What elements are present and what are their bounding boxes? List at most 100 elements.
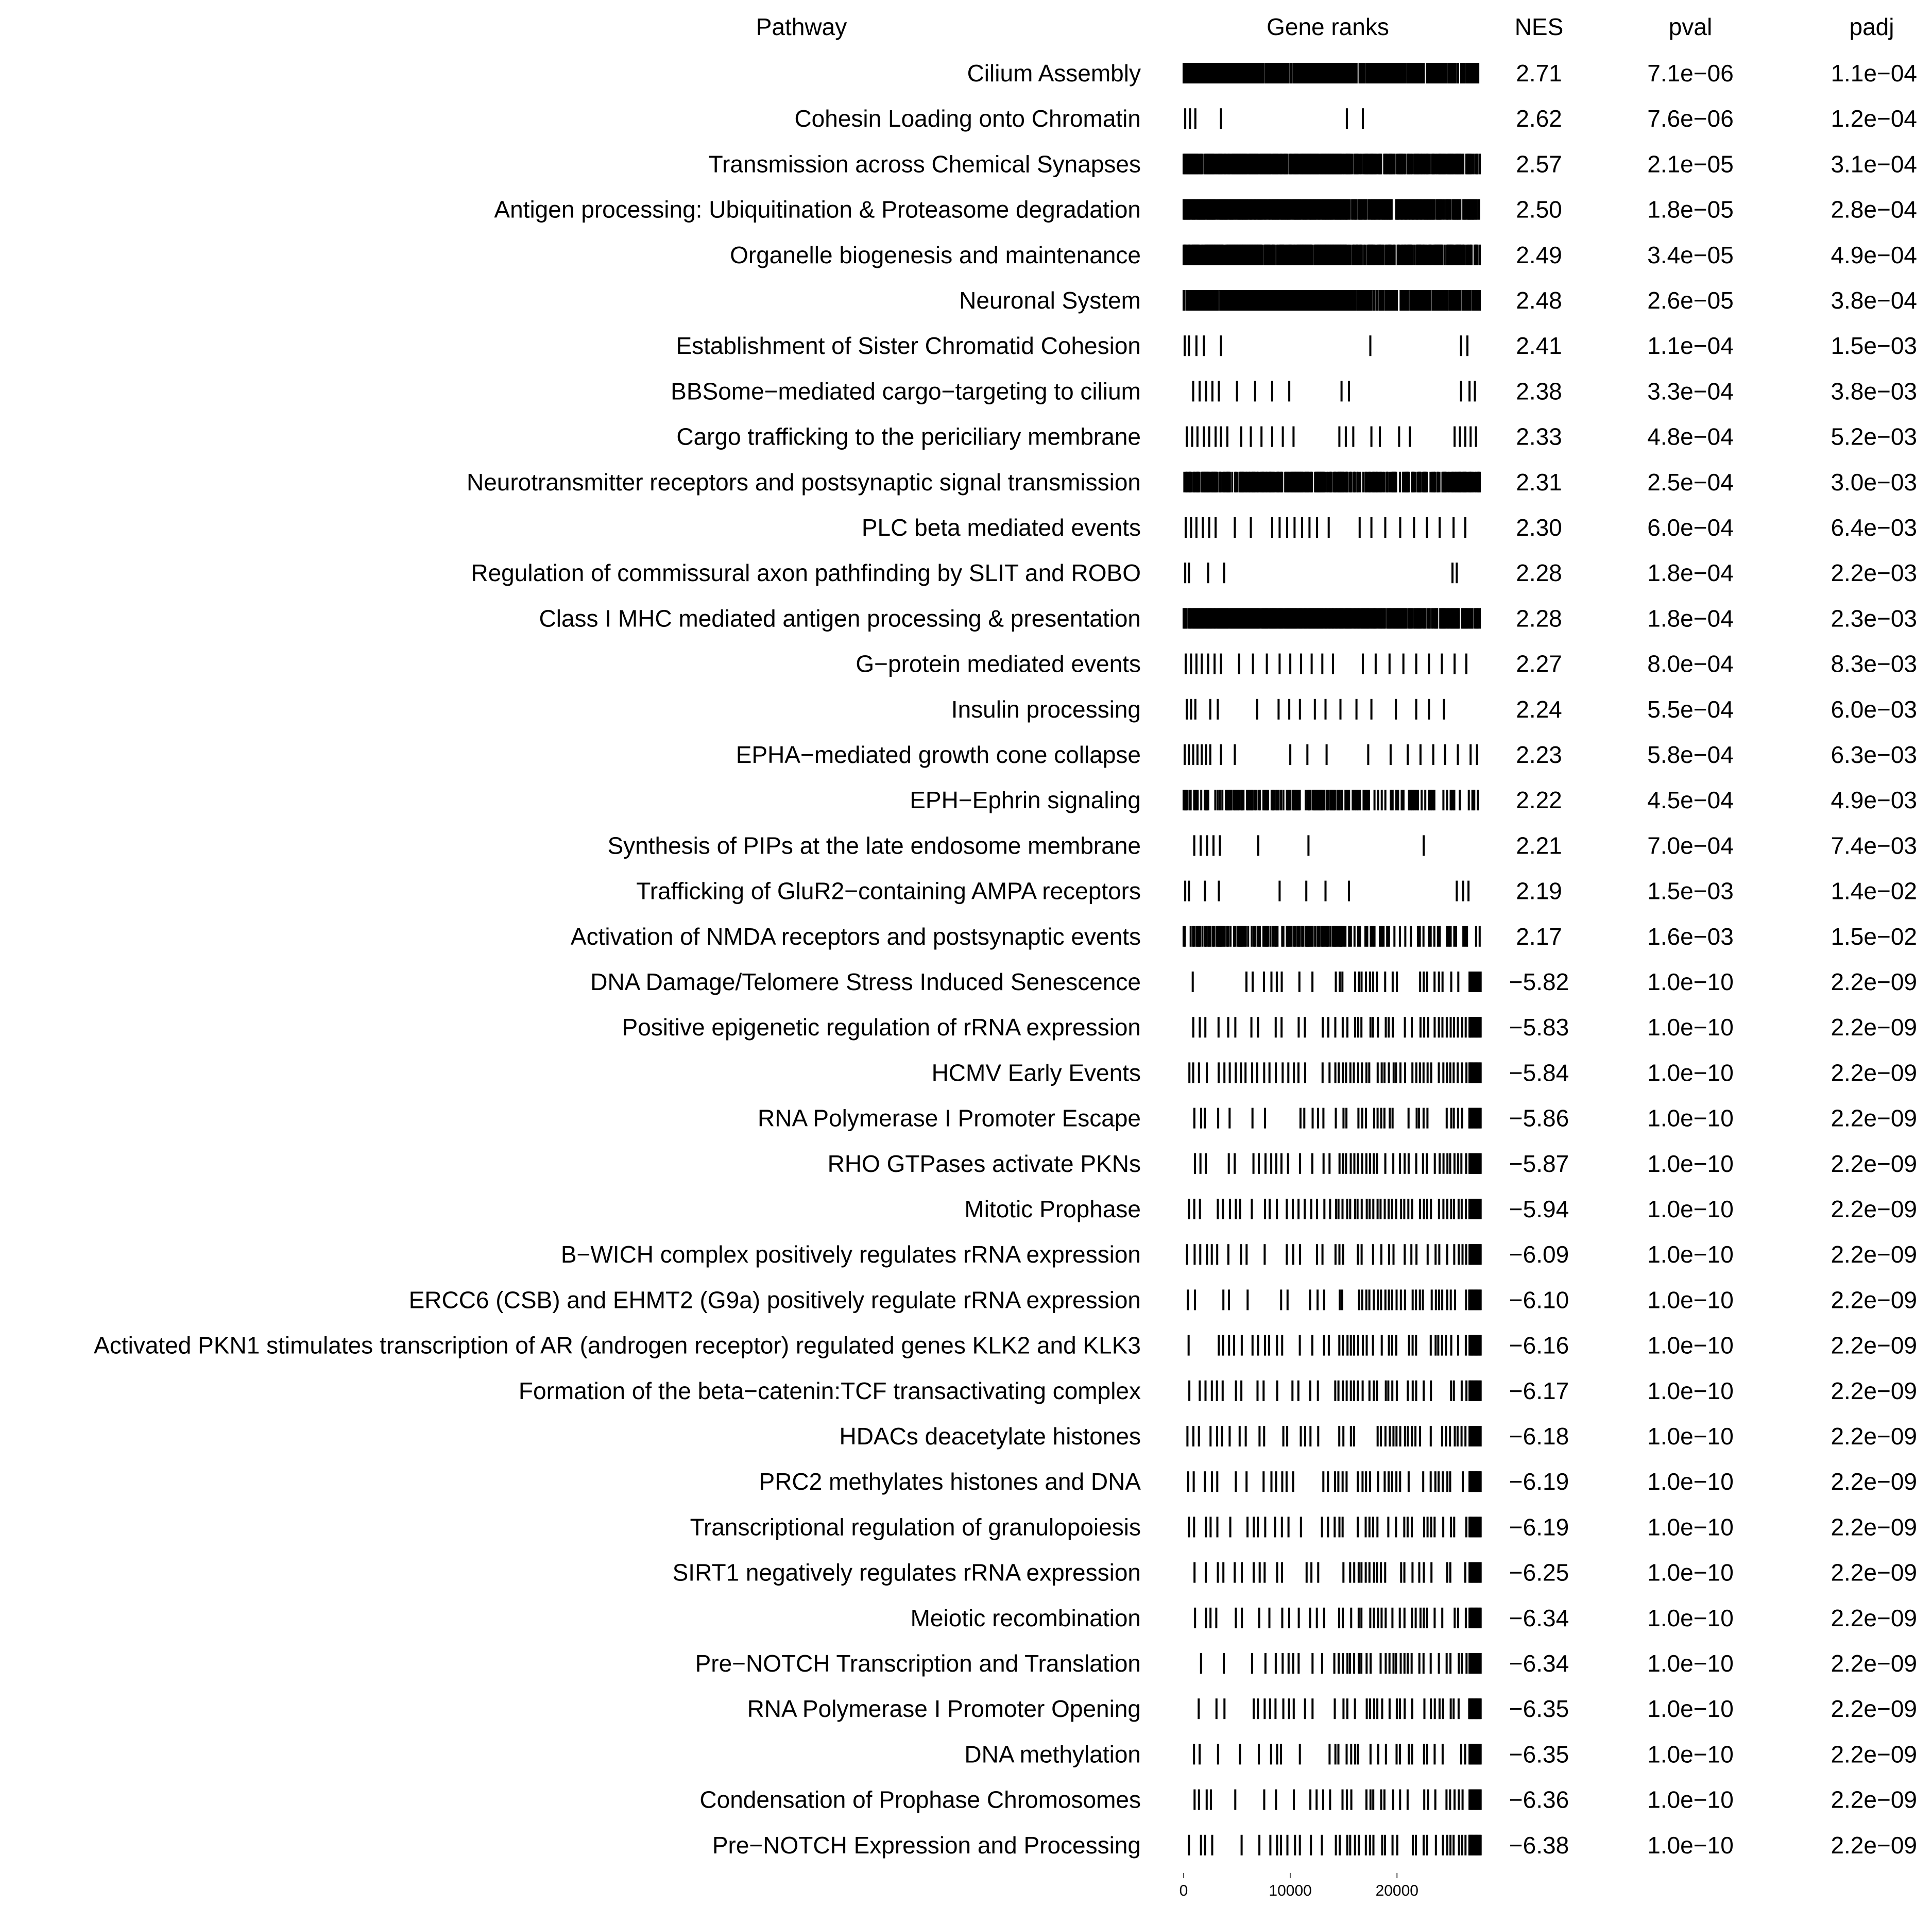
nes-value: 2.23 (1516, 741, 1562, 768)
pathway-row: Mitotic Prophase −5.94 1.0e−10 2.2e−09 (964, 1196, 1917, 1222)
gene-rank-strip (1187, 1471, 1482, 1492)
pval-value: 1.0e−10 (1647, 1423, 1734, 1450)
nes-value: 2.31 (1516, 469, 1562, 496)
nes-value: 2.41 (1516, 332, 1562, 359)
gene-rank-strip (1186, 1426, 1482, 1446)
nes-value: −6.34 (1509, 1650, 1569, 1677)
pathway-row: Establishment of Sister Chromatid Cohesi… (676, 332, 1917, 359)
gene-rank-strip (1186, 426, 1477, 447)
gene-rank-strip (1185, 517, 1466, 538)
pathway-row: Synthesis of PIPs at the late endosome m… (607, 832, 1917, 859)
pathway-row: BBSome−mediated cargo−targeting to ciliu… (671, 378, 1917, 404)
padj-value: 2.2e−09 (1831, 1332, 1917, 1359)
pathway-label: Neuronal System (959, 287, 1141, 314)
nes-value: −6.35 (1509, 1695, 1569, 1722)
pval-value: 1.0e−10 (1647, 1377, 1734, 1404)
pval-value: 1.0e−10 (1647, 1468, 1734, 1495)
pval-value: 1.6e−03 (1647, 923, 1734, 950)
gene-rank-strip (1187, 1335, 1482, 1356)
gene-rank-strip (1191, 972, 1482, 992)
pathway-label: EPH−Ephrin signaling (910, 787, 1141, 813)
header-pathway: Pathway (756, 13, 847, 40)
gene-rank-strip (1188, 1380, 1482, 1401)
pathway-label: Establishment of Sister Chromatid Cohesi… (676, 332, 1141, 359)
pathway-row: DNA methylation −6.35 1.0e−10 2.2e−09 (964, 1741, 1917, 1767)
header-pval: pval (1669, 13, 1712, 40)
pval-value: 4.5e−04 (1647, 787, 1734, 813)
gene-rank-strip (1188, 1062, 1482, 1083)
nes-value: −6.10 (1509, 1286, 1569, 1313)
pval-value: 6.0e−04 (1647, 514, 1734, 541)
nes-value: 2.24 (1516, 696, 1562, 723)
padj-value: 2.2e−09 (1831, 1695, 1917, 1722)
pathway-label: PRC2 methylates histones and DNA (759, 1468, 1141, 1495)
pathway-row: Activated PKN1 stimulates transcription … (94, 1332, 1917, 1359)
pathway-row: Transcriptional regulation of granulopoi… (690, 1513, 1917, 1540)
padj-value: 2.2e−09 (1831, 1059, 1917, 1086)
pval-value: 2.1e−05 (1647, 150, 1734, 177)
gene-rank-strip (1183, 199, 1480, 220)
pval-value: 8.0e−04 (1647, 651, 1734, 677)
gene-rank-strip (1183, 154, 1481, 175)
gene-rank-strip (1184, 108, 1364, 129)
pathway-label: RNA Polymerase I Promoter Escape (758, 1105, 1141, 1132)
pval-value: 7.6e−06 (1647, 105, 1734, 132)
pathway-label: Class I MHC mediated antigen processing … (539, 605, 1141, 632)
pathway-label: Trafficking of GluR2−containing AMPA rec… (636, 878, 1141, 905)
pathway-label: ERCC6 (CSB) and EHMT2 (G9a) positively r… (409, 1286, 1141, 1313)
nes-value: −5.83 (1509, 1014, 1569, 1041)
pval-value: 1.0e−10 (1647, 1513, 1734, 1540)
padj-value: 6.4e−03 (1831, 514, 1917, 541)
pval-value: 4.8e−04 (1647, 423, 1734, 450)
pathway-label: Organelle biogenesis and maintenance (730, 242, 1141, 268)
pathway-label: DNA Damage/Telomere Stress Induced Senes… (590, 968, 1141, 995)
padj-value: 2.2e−09 (1831, 1377, 1917, 1404)
pathway-row: Pre−NOTCH Expression and Processing −6.38… (712, 1832, 1917, 1859)
pval-value: 2.6e−05 (1647, 287, 1734, 314)
pval-value: 1.0e−10 (1647, 1241, 1734, 1268)
pathway-label: Transcriptional regulation of granulopoi… (690, 1513, 1141, 1540)
padj-value: 5.2e−03 (1831, 423, 1917, 450)
nes-value: −5.82 (1509, 968, 1569, 995)
nes-value: 2.28 (1516, 559, 1562, 586)
pathway-label: Regulation of commissural axon pathfindi… (471, 559, 1141, 586)
pval-value: 7.0e−04 (1647, 832, 1734, 859)
pval-value: 1.5e−03 (1647, 878, 1734, 905)
padj-value: 6.0e−03 (1831, 696, 1917, 723)
padj-value: 2.2e−09 (1831, 1559, 1917, 1586)
pathway-row: Regulation of commissural axon pathfindi… (471, 559, 1917, 586)
pathway-row: G−protein mediated events 2.27 8.0e−04 8.3e… (856, 651, 1917, 677)
padj-value: 1.5e−03 (1831, 332, 1917, 359)
padj-value: 1.2e−04 (1831, 105, 1917, 132)
padj-value: 3.1e−04 (1831, 150, 1917, 177)
pathway-row: Meiotic recombination −6.34 1.0e−10 2.2e−09 (911, 1605, 1917, 1631)
nes-value: −6.34 (1509, 1605, 1569, 1631)
padj-value: 2.2e−09 (1831, 1513, 1917, 1540)
column-headers: Pathway Gene ranks NES pval padj (756, 13, 1894, 40)
pval-value: 1.0e−10 (1647, 1105, 1734, 1132)
pathway-label: Cilium Assembly (967, 60, 1141, 87)
gene-rank-strip (1186, 1244, 1482, 1265)
pathway-label: Activation of NMDA receptors and postsyn… (571, 923, 1141, 950)
gene-rank-strip (1183, 471, 1481, 492)
pathway-row: Antigen processing: Ubiquitination & Pro… (494, 196, 1917, 223)
gene-rank-strip (1193, 1789, 1482, 1810)
pathway-row: B−WICH complex positively regulates rRNA… (561, 1241, 1917, 1268)
pval-value: 1.8e−04 (1647, 605, 1734, 632)
pathway-label: Antigen processing: Ubiquitination & Pro… (494, 196, 1141, 223)
nes-value: −6.17 (1509, 1377, 1569, 1404)
gene-rank-strip (1200, 1653, 1482, 1674)
axis-tick-label: 0 (1179, 1882, 1188, 1899)
pathway-row: Neuronal System 2.48 2.6e−05 3.8e−04 (959, 287, 1917, 314)
pval-value: 1.8e−04 (1647, 559, 1734, 586)
header-padj: padj (1850, 13, 1894, 40)
gene-rank-strip (1186, 699, 1445, 720)
pathway-row: EPHA−mediated growth cone collapse 2.23 5.… (736, 741, 1917, 768)
pathway-label: Meiotic recombination (911, 1605, 1141, 1631)
pval-value: 1.0e−10 (1647, 1605, 1734, 1631)
pathway-label: Pre−NOTCH Transcription and Translation (695, 1650, 1141, 1677)
nes-value: −6.19 (1509, 1468, 1569, 1495)
pathway-label: Activated PKN1 stimulates transcription … (94, 1332, 1141, 1359)
pathway-label: Cargo trafficking to the periciliary mem… (676, 423, 1141, 450)
padj-value: 2.2e−09 (1831, 1650, 1917, 1677)
